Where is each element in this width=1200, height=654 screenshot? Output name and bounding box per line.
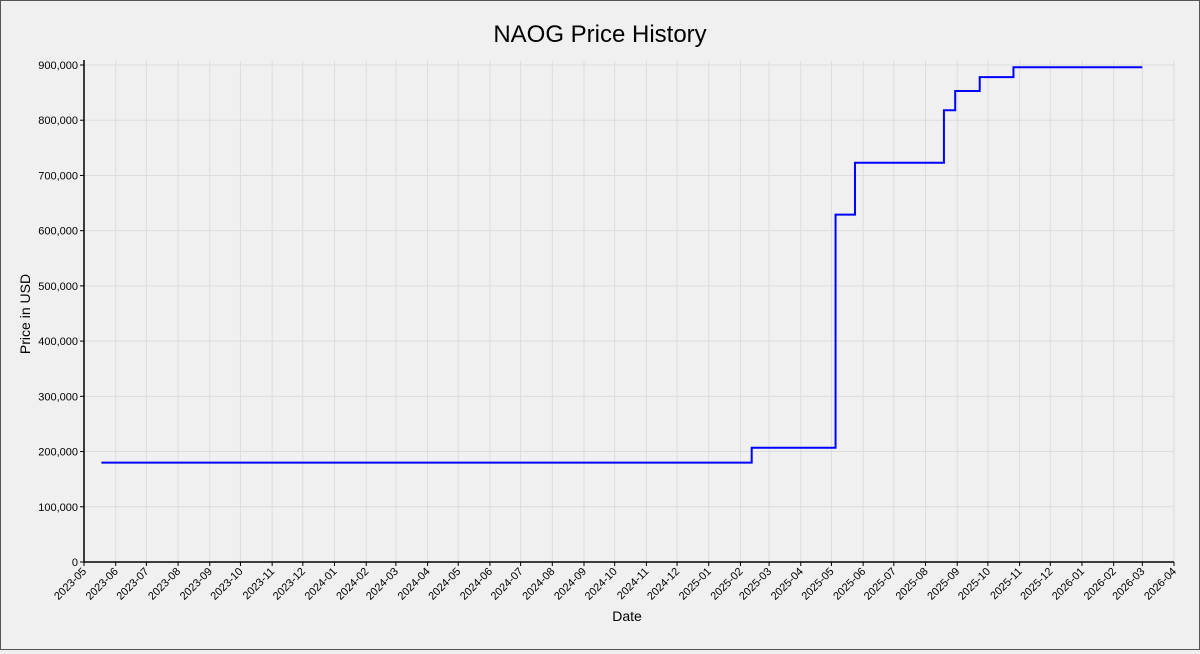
x-tick-label: 2025-09 xyxy=(925,566,962,603)
x-tick-label: 2024-11 xyxy=(615,566,651,602)
x-tick-label: 2025-01 xyxy=(677,566,714,603)
x-tick-label: 2025-10 xyxy=(956,566,993,603)
x-tick-label: 2024-09 xyxy=(552,566,589,603)
x-tick-label: 2025-08 xyxy=(894,566,931,603)
y-tick-label: 800,000 xyxy=(38,115,78,127)
y-ticks: 0 100,000 200,000 300,000 400,000 500,000 600,… xyxy=(38,60,84,569)
y-tick-label: 100,000 xyxy=(38,502,78,514)
y-tick-label: 500,000 xyxy=(38,281,78,293)
grid xyxy=(83,61,1175,563)
x-axis-label: Date xyxy=(612,608,642,624)
x-tick-label: 2024-07 xyxy=(489,566,526,603)
y-tick-label: 300,000 xyxy=(38,391,78,403)
x-tick-label: 2026-03 xyxy=(1110,566,1147,603)
x-tick-label: 2025-05 xyxy=(800,566,837,603)
x-tick-label: 2023-12 xyxy=(271,566,308,603)
x-tick-label: 2023-05 xyxy=(52,566,89,603)
x-tick-label: 2024-01 xyxy=(303,566,340,603)
x-tick-label: 2025-12 xyxy=(1018,566,1055,603)
x-tick-label: 2024-08 xyxy=(520,566,557,603)
axes xyxy=(83,60,1174,563)
x-tick-label: 2025-03 xyxy=(737,566,774,603)
x-tick-label: 2026-01 xyxy=(1050,566,1087,603)
x-tick-label: 2023-11 xyxy=(241,566,277,602)
chart-title: NAOG Price History xyxy=(493,21,706,48)
x-tick-label: 2024-03 xyxy=(364,566,401,603)
x-tick-label: 2025-11 xyxy=(988,566,1024,602)
x-tick-label: 2024-06 xyxy=(458,566,495,603)
x-tick-label: 2026-04 xyxy=(1142,566,1179,603)
x-tick-label: 2023-06 xyxy=(84,566,121,603)
y-tick-label: 700,000 xyxy=(38,170,78,182)
y-tick-label: 400,000 xyxy=(38,336,78,348)
y-tick-label: 900,000 xyxy=(38,60,78,72)
x-tick-label: 2023-09 xyxy=(178,566,215,603)
x-tick-label: 2025-07 xyxy=(862,566,899,603)
series-line xyxy=(101,66,1143,464)
x-tick-label: 2024-12 xyxy=(645,566,682,603)
x-tick-label: 2023-10 xyxy=(209,566,246,603)
x-ticks: 2023-052023-062023-072023-082023-092023-… xyxy=(52,562,1179,603)
y-axis-label: Price in USD xyxy=(17,274,33,354)
series-group xyxy=(101,66,1143,464)
x-tick-label: 2025-06 xyxy=(831,566,868,603)
y-tick-label: 0 xyxy=(72,557,78,569)
x-tick-label: 2023-08 xyxy=(146,566,183,603)
y-tick-label: 200,000 xyxy=(38,447,78,459)
x-tick-label: 2023-07 xyxy=(114,566,151,603)
x-tick-label: 2024-10 xyxy=(583,566,620,603)
x-tick-label: 2024-04 xyxy=(396,566,433,603)
y-tick-label: 600,000 xyxy=(38,226,78,238)
x-tick-label: 2025-04 xyxy=(769,566,806,603)
x-tick-label: 2024-05 xyxy=(426,566,463,603)
